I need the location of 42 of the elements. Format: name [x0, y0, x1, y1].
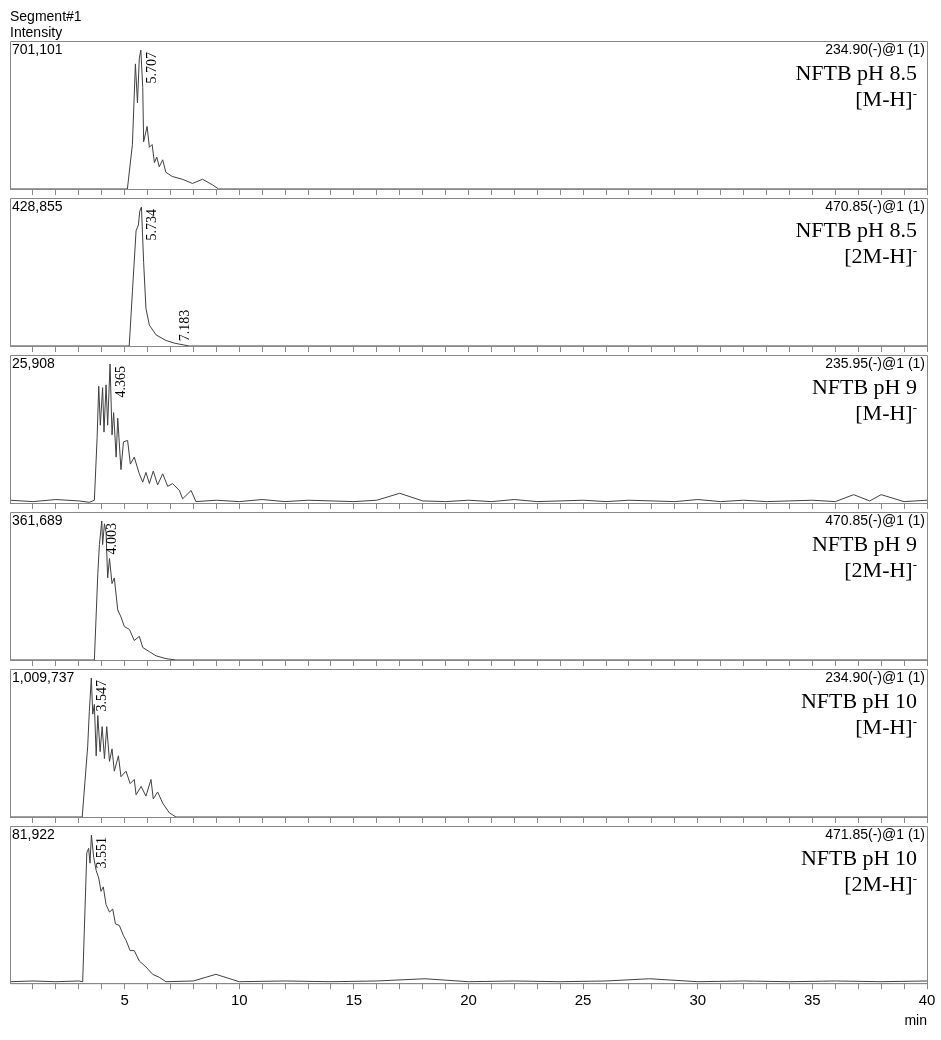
annotation: 25,908: [12, 354, 56, 371]
annotation: 4.003: [104, 523, 120, 555]
annotation: 701,101: [12, 40, 63, 57]
annotation: 234.90(-)@1 (1): [825, 668, 926, 685]
annotation: NFTB pH 9: [811, 530, 917, 556]
annotation: NFTB pH 9: [811, 373, 917, 399]
annotation: 471.85(-)@1 (1): [825, 825, 926, 842]
annotation: [2M-H]-: [844, 242, 918, 268]
annotation: 5.734: [144, 209, 160, 241]
annotation: 470.85(-)@1 (1): [825, 197, 926, 214]
x-tick-label: 20: [460, 991, 477, 1009]
annotation: [M-H]-: [855, 85, 918, 111]
annotation: 361,689: [12, 511, 63, 528]
annotation: 3.551: [94, 837, 110, 869]
x-tick-label: 35: [804, 991, 821, 1009]
annotation: NFTB pH 8.5: [795, 59, 917, 85]
annotation: 3.547: [93, 680, 109, 712]
annotation: NFTB pH 10: [800, 687, 917, 713]
x-axis-title: min: [904, 1012, 927, 1029]
annotation: 4.365: [112, 366, 128, 398]
annotation: 7.183: [177, 309, 193, 342]
x-tick-label: 30: [689, 991, 707, 1009]
annotation: [M-H]-: [855, 399, 918, 425]
annotation: 428,855: [12, 197, 63, 214]
annotation: 81,922: [12, 825, 56, 842]
x-tick-label: 25: [574, 991, 592, 1009]
chart-title: Segment#1: [10, 8, 83, 24]
y-axis-title: Intensity: [10, 24, 64, 40]
annotation: 5.707: [143, 52, 159, 84]
annotation: 1,009,737: [12, 668, 75, 685]
annotation: NFTB pH 10: [800, 844, 917, 870]
annotation: 470.85(-)@1 (1): [825, 511, 926, 528]
annotation: [2M-H]-: [844, 870, 918, 896]
annotation: [M-H]-: [855, 713, 918, 739]
annotation: 234.90(-)@1 (1): [825, 40, 926, 57]
x-tick-label: 5: [120, 991, 129, 1009]
x-tick-label: 10: [230, 991, 248, 1009]
x-tick-label: 15: [345, 991, 363, 1009]
annotation: NFTB pH 8.5: [795, 216, 917, 242]
x-tick-label: 40: [918, 991, 936, 1009]
annotation: [2M-H]-: [844, 556, 918, 582]
annotation: 235.95(-)@1 (1): [825, 354, 926, 371]
